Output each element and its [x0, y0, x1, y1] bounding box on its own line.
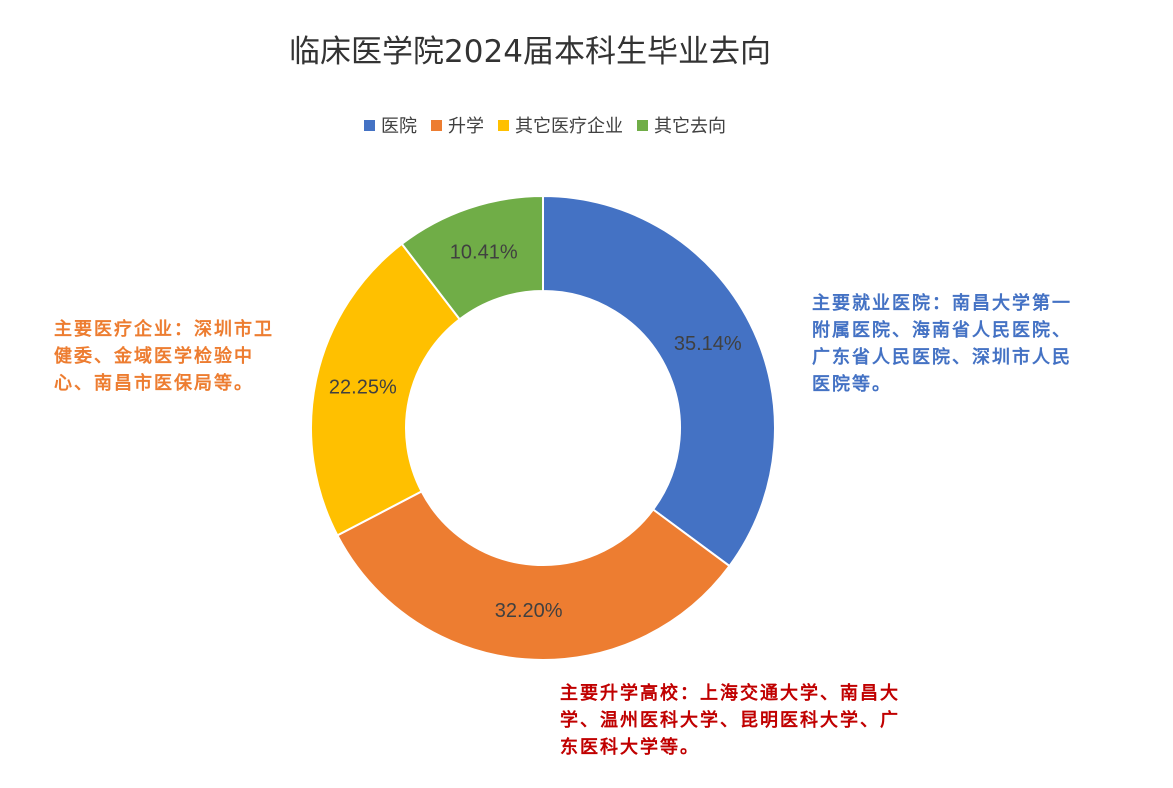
slice-hospital [542, 194, 776, 568]
legend-swatch [364, 119, 375, 131]
legend-swatch [637, 119, 648, 131]
data-label-other: 10.41% [450, 242, 518, 264]
further-study-annotation: 主要升学高校：上海交通大学、南昌大学、温州医科大学、昆明医科大学、广东医科大学等… [560, 683, 900, 758]
slice-further-study [336, 490, 731, 661]
legend-label: 升学 [448, 116, 484, 137]
slice-other [400, 194, 544, 321]
legend-item-enterprise: 其它医疗企业 [498, 112, 623, 138]
chart-title: 临床医学院2024届本科生毕业去向 [289, 34, 771, 70]
chart-legend: 医院 升学 其它医疗企业 其它去向 [0, 112, 1090, 138]
legend-label: 其它医疗企业 [515, 116, 623, 137]
legend-item-hospital: 医院 [364, 112, 417, 138]
legend-label: 医院 [381, 116, 417, 137]
slice-enterprise [310, 242, 462, 537]
data-label-enterprise: 22.25% [329, 376, 397, 398]
legend-item-other: 其它去向 [637, 112, 726, 138]
enterprise-annotation: 主要医疗企业：深圳市卫健委、金域医学检验中心、南昌市医保局等。 [54, 319, 274, 394]
data-label-further-study: 32.20% [495, 600, 563, 622]
legend-swatch [498, 119, 509, 131]
hospital-annotation: 主要就业医院：南昌大学第一附属医院、海南省人民医院、广东省人民医院、深圳市人民医… [812, 293, 1072, 395]
legend-swatch [431, 119, 442, 131]
legend-label: 其它去向 [654, 116, 726, 137]
legend-item-further-study: 升学 [431, 112, 484, 138]
data-label-hospital: 35.14% [674, 333, 742, 355]
